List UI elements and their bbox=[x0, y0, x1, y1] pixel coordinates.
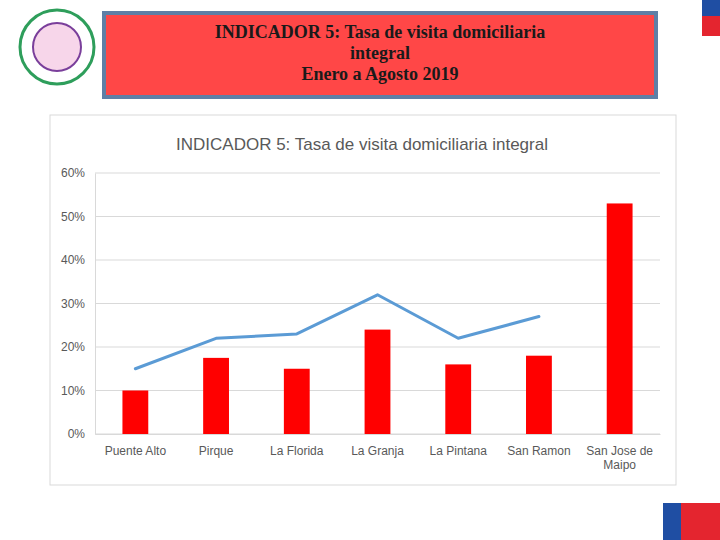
grid-line bbox=[95, 260, 660, 261]
x-tick-label: Puente Alto bbox=[105, 444, 167, 458]
bar bbox=[526, 356, 552, 434]
x-tick: La Pintana bbox=[430, 434, 488, 458]
y-tick: 40% bbox=[61, 253, 95, 267]
header-title: integral bbox=[350, 43, 410, 63]
y-tick: 30% bbox=[61, 297, 95, 311]
corner-stripe bbox=[681, 503, 720, 540]
bar bbox=[203, 358, 229, 434]
y-tick-label: 30% bbox=[61, 297, 85, 311]
x-axis: Puente Alto Pirque La Florida La Granja La P… bbox=[96, 434, 661, 472]
y-tick-label: 50% bbox=[61, 210, 85, 224]
y-tick: 0% bbox=[68, 427, 95, 441]
x-tick: Pirque bbox=[199, 434, 234, 458]
corner-stripe bbox=[702, 0, 720, 16]
x-tick: La Granja bbox=[351, 434, 404, 458]
header-title: INDICADOR 5: Tasa de visita domiciliaria bbox=[215, 22, 546, 42]
y-tick-label: 40% bbox=[61, 253, 85, 267]
x-tick: La Florida bbox=[270, 434, 324, 458]
bar bbox=[607, 203, 633, 434]
y-tick-label: 10% bbox=[61, 384, 85, 398]
y-tick: 50% bbox=[61, 210, 95, 224]
x-tick-label: Pirque bbox=[199, 444, 234, 458]
header-box bbox=[104, 13, 656, 97]
bar bbox=[122, 391, 148, 435]
y-tick-label: 0% bbox=[68, 427, 86, 441]
chart-title: INDICADOR 5: Tasa de visita domiciliaria… bbox=[176, 135, 548, 154]
bar bbox=[365, 330, 391, 434]
x-tick: San Jose deMaipo bbox=[586, 434, 653, 472]
line bbox=[135, 295, 539, 369]
grid bbox=[95, 173, 660, 434]
slide: INDICADOR 5: Tasa de visita domiciliaria… bbox=[0, 0, 720, 540]
x-axis-line bbox=[96, 434, 661, 435]
x-tick-label: San Jose deMaipo bbox=[586, 444, 653, 472]
y-axis-line bbox=[95, 174, 96, 435]
bar bbox=[284, 369, 310, 434]
x-tick-label: La Pintana bbox=[430, 444, 488, 458]
x-tick: San Ramon bbox=[507, 434, 570, 458]
x-tick-label: La Granja bbox=[351, 444, 404, 458]
x-tick: Puente Alto bbox=[105, 434, 167, 458]
y-tick: 60% bbox=[61, 166, 95, 180]
y-axis: 0% 10% 20% 30% 40% 50% 60% bbox=[61, 166, 96, 441]
logo-core bbox=[33, 23, 81, 71]
x-tick-label: San Ramon bbox=[507, 444, 570, 458]
y-tick: 20% bbox=[61, 340, 95, 354]
header-title: Enero a Agosto 2019 bbox=[301, 64, 458, 84]
x-tick-label: La Florida bbox=[270, 444, 324, 458]
logo-ring bbox=[20, 10, 94, 84]
grid-line bbox=[95, 303, 660, 304]
y-tick: 10% bbox=[61, 384, 95, 398]
chart-frame bbox=[50, 115, 676, 485]
grid-line bbox=[95, 216, 660, 217]
y-tick-label: 20% bbox=[61, 340, 85, 354]
marks bbox=[122, 203, 632, 434]
y-tick-label: 60% bbox=[61, 166, 85, 180]
corner-stripe bbox=[663, 503, 681, 540]
logo bbox=[20, 10, 94, 84]
bar bbox=[445, 364, 471, 434]
grid-line bbox=[95, 173, 660, 174]
corner-stripe bbox=[702, 16, 720, 36]
